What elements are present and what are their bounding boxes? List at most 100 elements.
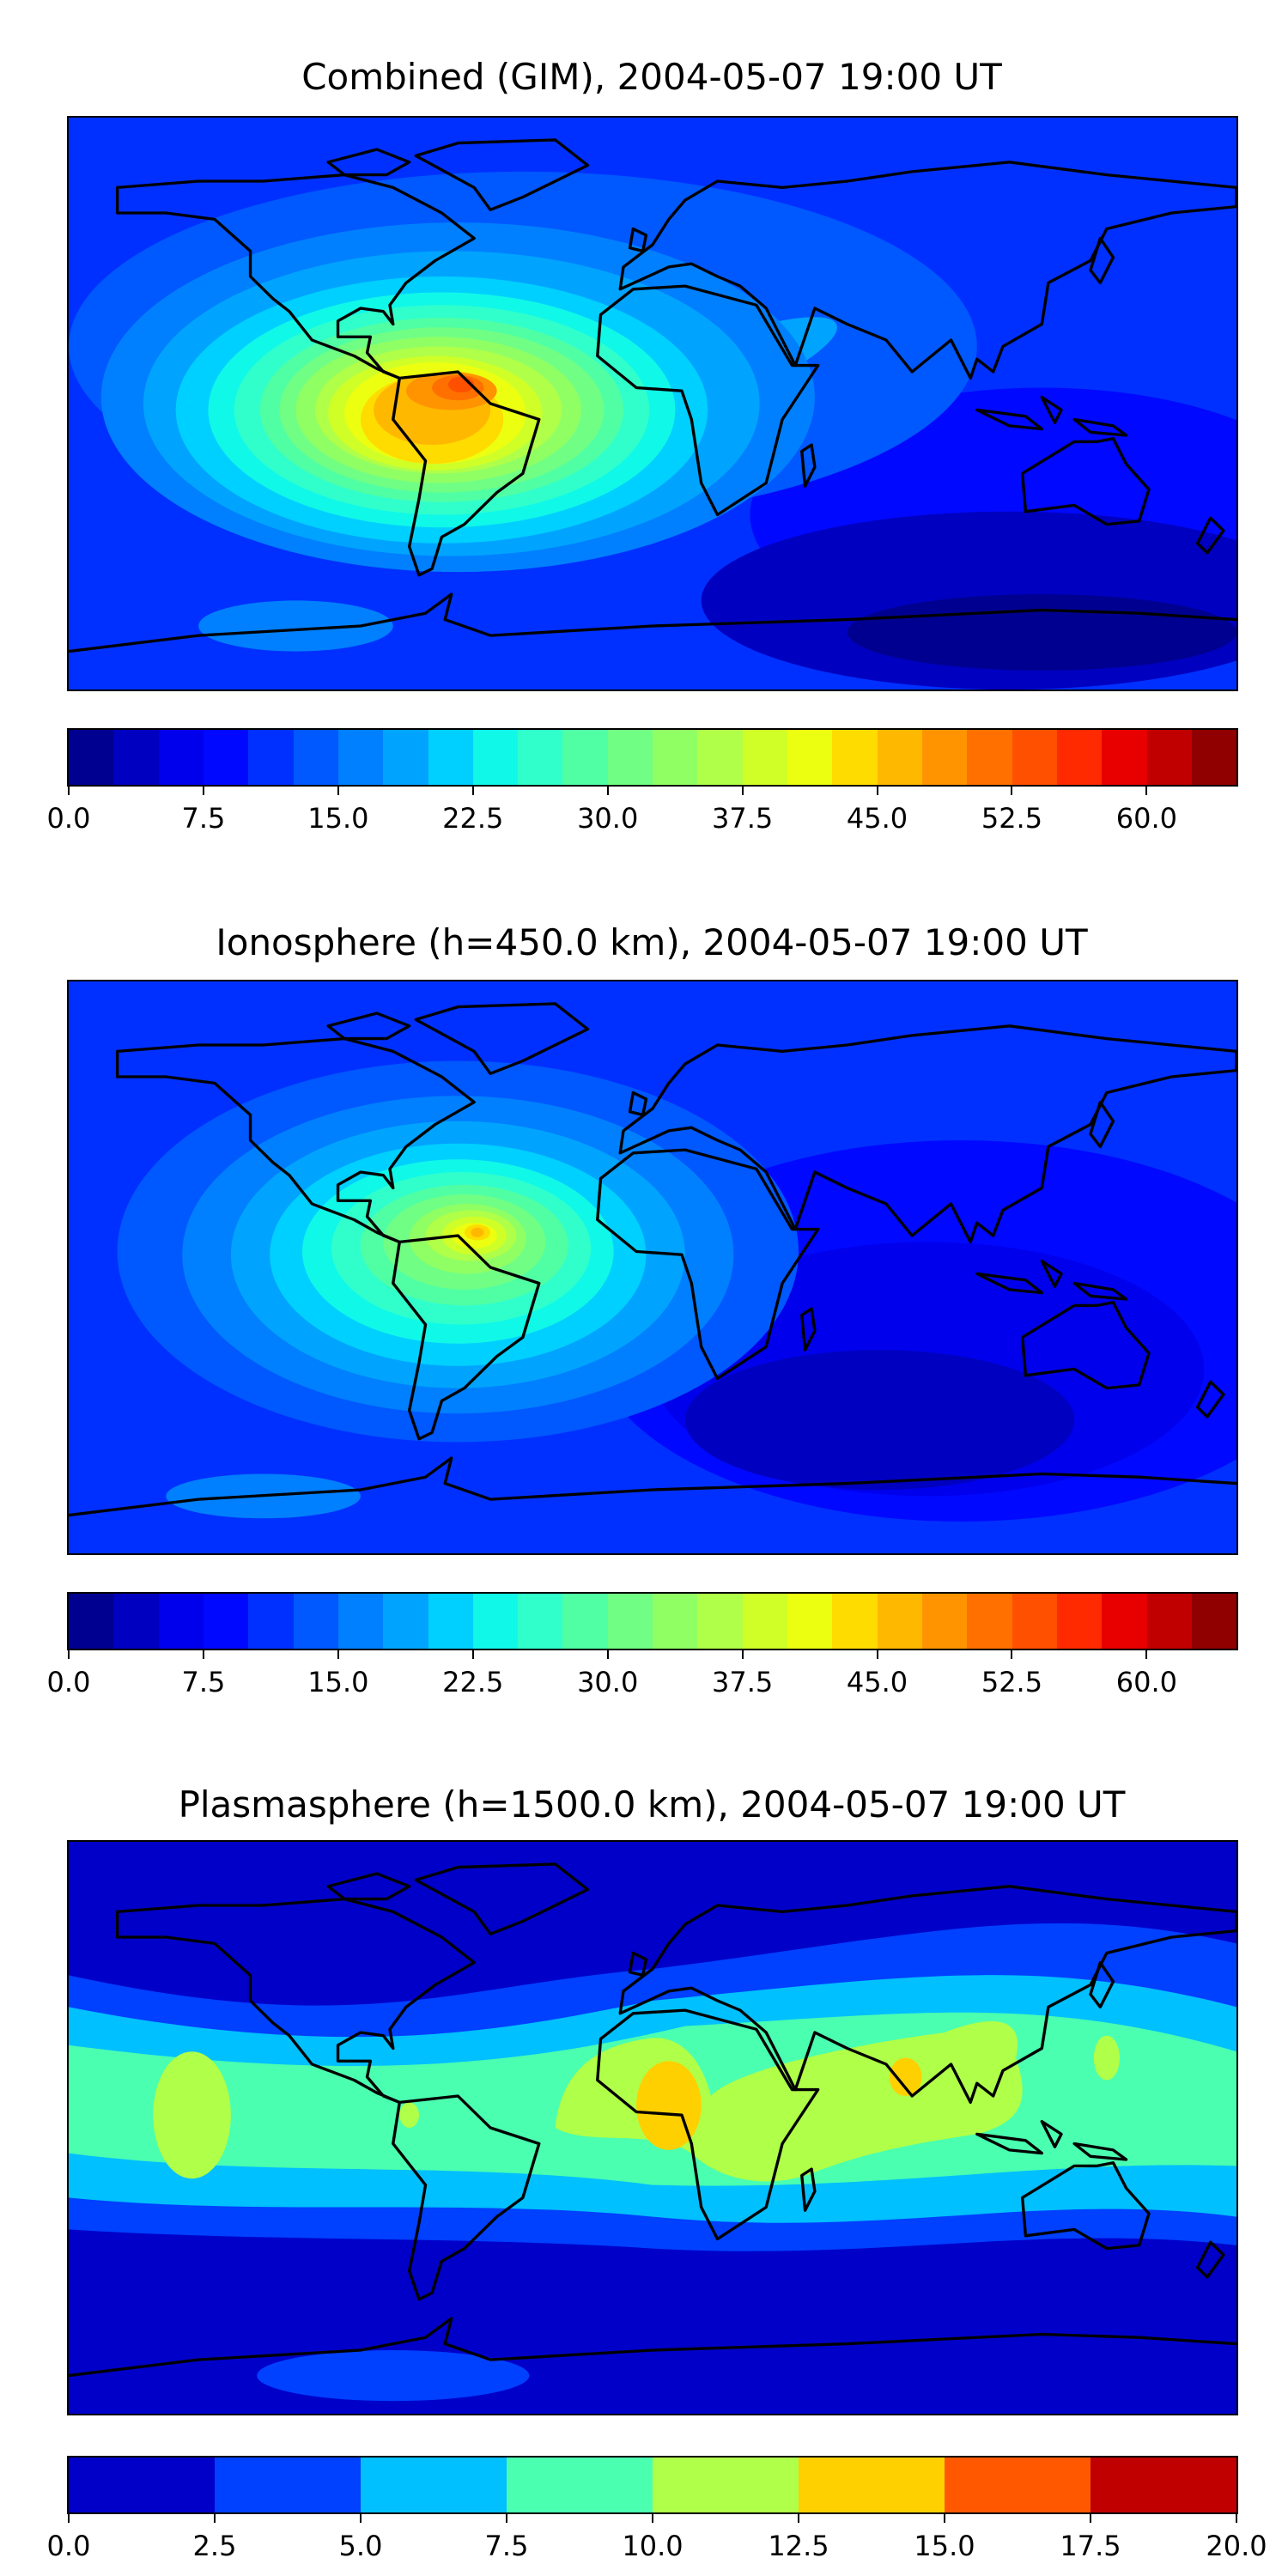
map-ionosphere — [67, 980, 1238, 1555]
colorbar-tick — [360, 2512, 361, 2523]
colorbar-tick-label: 7.5 — [181, 1666, 226, 1698]
colorbar-tick — [606, 1649, 609, 1659]
colorbar-tick — [876, 785, 878, 795]
colorbar-ticks-combined: 0.0 7.5 15.0 22.5 30.0 37.5 45.0 52.5 60.0 — [47, 785, 1236, 836]
colorbar-tick-label: 15.0 — [914, 2530, 975, 2562]
colorbar-tick-label: 17.5 — [1060, 2530, 1121, 2562]
contour-field — [69, 1842, 1236, 2414]
colorbar-tick-label: 22.5 — [442, 1666, 504, 1698]
colorbar-tick — [1011, 1649, 1013, 1659]
colorbar-tick — [876, 1649, 878, 1659]
colorbar-tick — [1090, 2512, 1091, 2523]
contour-field — [69, 118, 1236, 690]
colorbar-ticks-plasmasphere: 0.0 2.5 5.0 7.5 10.0 12.5 15.0 17.5 20.0 — [47, 2512, 1267, 2564]
colorbar-level-5 — [799, 2458, 945, 2512]
colorbar-level-25 — [1191, 730, 1237, 785]
colorbar-tick — [652, 2512, 653, 2523]
contour-field — [69, 981, 1236, 1553]
map-title-ionosphere: Ionosphere (h=450.0 km), 2004-05-07 19:0… — [216, 921, 1088, 963]
colorbar-tick — [68, 785, 70, 795]
colorbar-level-19 — [921, 730, 968, 785]
map-plasmasphere — [67, 1840, 1238, 2415]
colorbar-level-3 — [203, 1594, 249, 1649]
colorbar-level-2 — [361, 2458, 507, 2512]
colorbar-tick-label: 60.0 — [1115, 1666, 1177, 1698]
colorbar-ionosphere — [67, 1592, 1238, 1650]
colorbar-level-2 — [158, 730, 204, 785]
colorbar-level-18 — [877, 730, 922, 785]
colorbar-level-0 — [69, 1594, 114, 1649]
contour-levels — [69, 171, 1236, 690]
colorbar-tick-label: 12.5 — [768, 2530, 829, 2562]
colorbar-tick — [337, 1649, 339, 1659]
colorbar-level-25 — [1191, 1594, 1237, 1649]
colorbar-tick-label: 2.5 — [192, 2530, 237, 2562]
colorbar-level-24 — [1146, 730, 1192, 785]
colorbar-tick-label: 10.0 — [622, 2530, 683, 2562]
colorbar-tick — [68, 2512, 70, 2523]
colorbar-level-16 — [787, 730, 833, 785]
colorbar-level-4 — [653, 2458, 799, 2512]
colorbar-tick — [337, 785, 339, 795]
colorbar-tick — [1011, 785, 1013, 795]
colorbar-level-1 — [113, 730, 159, 785]
colorbar-level-6 — [337, 1594, 384, 1649]
colorbar-level-21 — [1012, 1594, 1057, 1649]
colorbar-level-0 — [69, 730, 114, 785]
colorbar-level-7 — [383, 1594, 428, 1649]
colorbar-tick-label: 37.5 — [711, 1666, 774, 1698]
colorbar-tick-label: 60.0 — [1115, 802, 1177, 835]
colorbar-level-6 — [945, 2458, 1091, 2512]
colorbar-tick-label: 52.5 — [981, 1666, 1043, 1698]
colorbar-tick-label: 22.5 — [442, 802, 504, 835]
colorbar-level-5 — [293, 1594, 338, 1649]
colorbar-tick — [214, 2512, 216, 2523]
colorbar-tick-label: 7.5 — [181, 802, 226, 835]
colorbar-level-5 — [293, 730, 338, 785]
colorbar-level-20 — [967, 730, 1012, 785]
colorbar-tick-label: 7.5 — [484, 2530, 529, 2562]
colorbar-level-9 — [472, 730, 519, 785]
colorbar-combined — [67, 728, 1238, 787]
colorbar-tick-label: 30.0 — [577, 1666, 639, 1698]
colorbar-tick-label: 0.0 — [46, 802, 91, 835]
colorbar-level-23 — [1102, 730, 1147, 785]
colorbar-tick — [506, 2512, 507, 2523]
colorbar-level-13 — [653, 730, 698, 785]
colorbar-tick — [741, 1649, 744, 1659]
colorbar-level-6 — [337, 730, 384, 785]
colorbar-level-14 — [697, 1594, 743, 1649]
colorbar-level-1 — [215, 2458, 361, 2512]
colorbar-tick — [741, 785, 744, 795]
colorbar-level-11 — [562, 1594, 608, 1649]
colorbar-level-19 — [921, 1594, 968, 1649]
colorbar-level-9 — [472, 1594, 519, 1649]
colorbar-tick-label: 52.5 — [981, 802, 1043, 835]
colorbar-level-17 — [832, 730, 878, 785]
colorbar-level-4 — [248, 730, 294, 785]
colorbar-level-1 — [113, 1594, 159, 1649]
colorbar-level-20 — [967, 1594, 1012, 1649]
colorbar-tick — [471, 785, 474, 795]
colorbar-level-0 — [69, 2458, 215, 2512]
colorbar-level-22 — [1056, 1594, 1103, 1649]
map-title-combined: Combined (GIM), 2004-05-07 19:00 UT — [301, 56, 1002, 98]
colorbar-tick — [944, 2512, 945, 2523]
colorbar-level-21 — [1012, 730, 1057, 785]
colorbar-level-24 — [1146, 1594, 1192, 1649]
colorbar-level-7 — [1091, 2458, 1236, 2512]
colorbar-tick-label: 5.0 — [338, 2530, 383, 2562]
colorbar-tick — [606, 785, 609, 795]
colorbar-level-13 — [653, 1594, 698, 1649]
colorbar-level-11 — [562, 730, 608, 785]
colorbar-tick — [798, 2512, 799, 2523]
colorbar-level-10 — [518, 730, 563, 785]
colorbar-tick — [1145, 1649, 1148, 1659]
colorbar-level-3 — [507, 2458, 653, 2512]
colorbar-tick-label: 15.0 — [307, 1666, 369, 1698]
map-title-plasmasphere: Plasmasphere (h=1500.0 km), 2004-05-07 1… — [178, 1783, 1126, 1826]
colorbar-level-2 — [158, 1594, 204, 1649]
colorbar-tick — [1236, 2512, 1237, 2523]
colorbar-level-16 — [787, 1594, 833, 1649]
map-combined-gim — [67, 116, 1238, 691]
